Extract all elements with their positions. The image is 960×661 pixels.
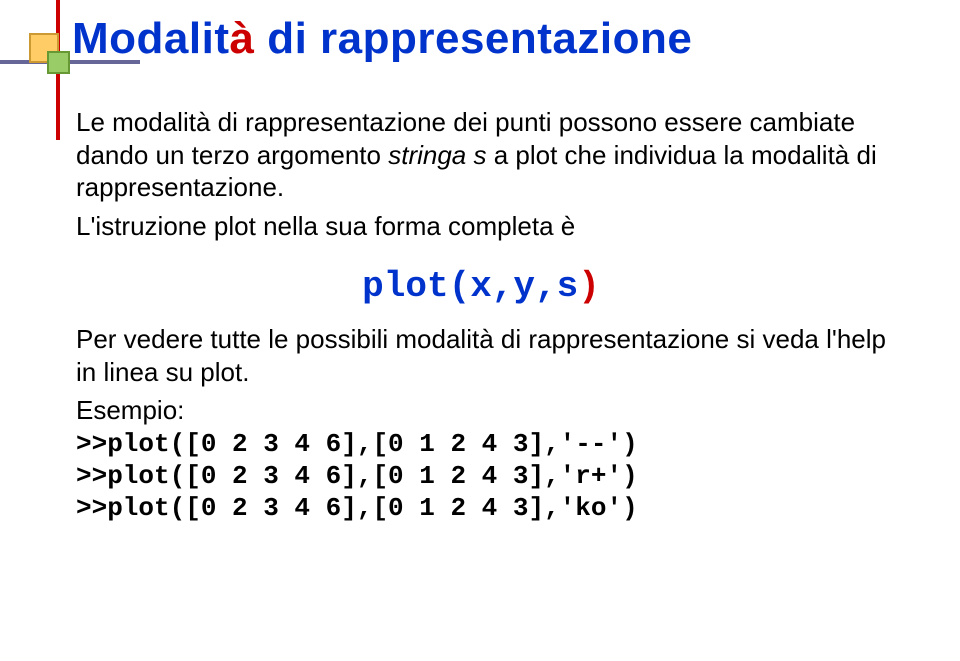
p1-italic: stringa s bbox=[388, 140, 486, 170]
paragraph-1: Le modalità di rappresentazione dei punt… bbox=[76, 106, 886, 204]
slide-body: Le modalità di rappresentazione dei punt… bbox=[76, 100, 886, 525]
title-rest: di rappresentazione bbox=[254, 14, 692, 63]
example-label: Esempio: bbox=[76, 394, 886, 427]
code-tail: ) bbox=[578, 266, 600, 307]
code-line-3: >>plot([0 2 3 4 6],[0 1 2 4 3],'ko') bbox=[76, 493, 886, 523]
code-line-1: >>plot([0 2 3 4 6],[0 1 2 4 3],'--') bbox=[76, 429, 886, 459]
paragraph-3: Per vedere tutte le possibili modalità d… bbox=[76, 323, 886, 388]
slide: Modalità di rappresentazione Le modalità… bbox=[0, 0, 960, 661]
paragraph-2: L'istruzione plot nella sua forma comple… bbox=[76, 210, 886, 243]
code-plot-signature: plot(x,y,s) bbox=[76, 266, 886, 307]
code-main: plot(x,y,s bbox=[362, 266, 578, 307]
slide-title: Modalità di rappresentazione bbox=[72, 14, 692, 64]
title-accent: à bbox=[229, 14, 254, 63]
code-line-2: >>plot([0 2 3 4 6],[0 1 2 4 3],'r+') bbox=[76, 461, 886, 491]
title-word1: Modalit bbox=[72, 14, 229, 63]
